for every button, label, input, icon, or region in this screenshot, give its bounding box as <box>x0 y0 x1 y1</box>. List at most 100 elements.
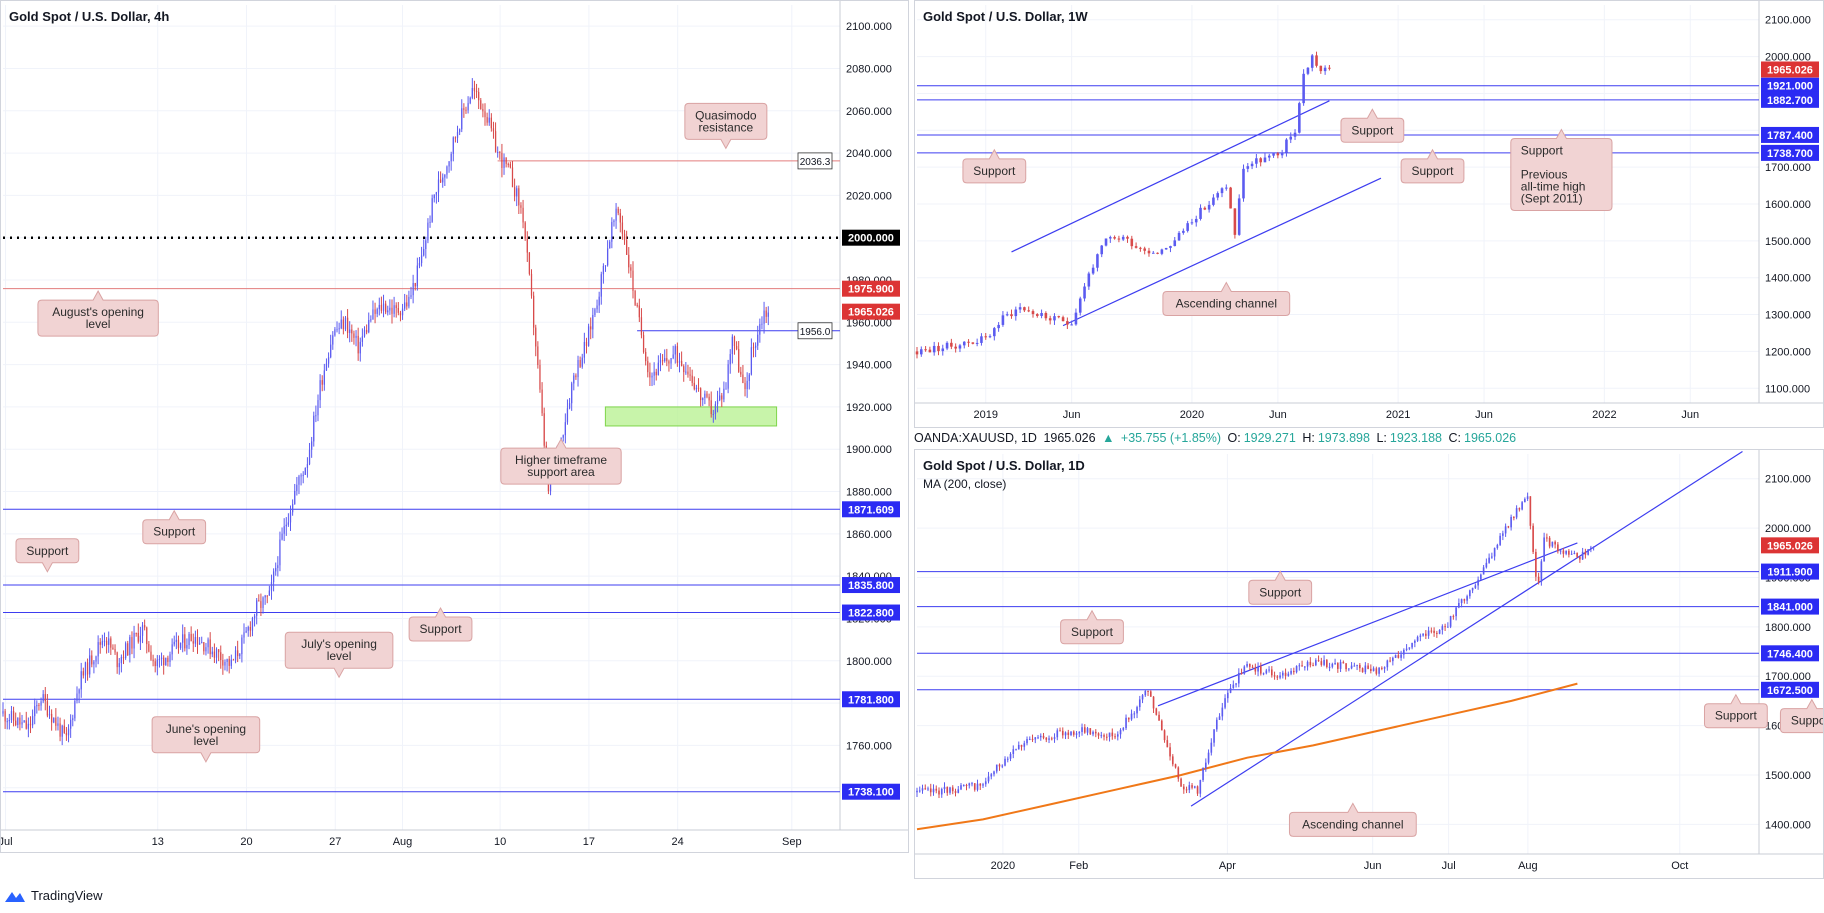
candle-body <box>129 637 131 656</box>
candle-body <box>642 335 645 352</box>
candle-body <box>353 333 355 338</box>
y-tick-label: 1500.000 <box>1765 770 1811 782</box>
price-tag-red <box>1761 61 1819 78</box>
candle-body <box>657 362 659 376</box>
candle-body <box>363 329 366 337</box>
candle-body <box>124 643 127 659</box>
candle-body <box>1237 198 1241 235</box>
candle-body <box>670 358 672 364</box>
candle-body <box>114 649 116 653</box>
candle-body <box>1138 699 1141 708</box>
candle-body <box>1133 713 1136 715</box>
price-tag-black <box>842 229 900 246</box>
candle-body <box>990 774 993 777</box>
candle-body <box>668 361 670 364</box>
candle-body <box>1326 659 1328 668</box>
candle-body <box>442 177 444 183</box>
candle-body <box>1100 735 1103 737</box>
candle-body <box>1408 647 1411 649</box>
candle-body <box>376 309 378 314</box>
candle-body <box>385 303 387 313</box>
candle-body <box>967 341 970 343</box>
ohlc-legend: OANDA:XAUUSD, 1D 1965.026 ▲ +35.755 (+1.… <box>914 431 1814 449</box>
candle-body <box>34 706 36 717</box>
candle-body <box>761 323 763 325</box>
y-tick-label: 1760.000 <box>846 740 892 752</box>
candle-body <box>1083 727 1086 733</box>
candle-body <box>1248 664 1251 667</box>
candle-body <box>651 375 653 378</box>
candle-body <box>1224 698 1226 708</box>
x-tick-label: Oct <box>1671 860 1688 872</box>
chart-panel-daily[interactable]: 1400.0001500.0001600.0001700.0001800.000… <box>914 449 1824 879</box>
candle-body <box>298 476 300 485</box>
candle-body <box>1027 310 1030 312</box>
chart-panel-4h[interactable]: 1740.0001760.0001780.0001800.0001820.000… <box>0 0 909 853</box>
candle-body <box>661 360 664 362</box>
candle-body <box>695 387 698 390</box>
candle-body <box>1444 626 1446 628</box>
candle-body <box>704 393 706 398</box>
candle-body <box>606 248 609 266</box>
candle-body <box>916 790 918 793</box>
candle-body <box>258 600 260 602</box>
candle-body <box>1529 496 1532 526</box>
candle-body <box>101 641 103 645</box>
candle-body <box>1147 690 1149 692</box>
candle-body <box>1452 616 1455 618</box>
candle-body <box>65 733 68 736</box>
candle-body <box>156 659 158 667</box>
candle-body <box>1441 626 1444 630</box>
candle-body <box>600 274 602 297</box>
candle-body <box>928 349 932 353</box>
chart-panel-weekly[interactable]: 1100.000 1200.000 1300.000 1400.000 1500.000… <box>914 0 1824 428</box>
callout-text: Support <box>1351 123 1394 137</box>
candle-body <box>735 346 738 350</box>
candle-body <box>685 371 687 373</box>
candle-body <box>509 163 512 168</box>
candle-body <box>427 222 429 241</box>
tradingview-logo[interactable]: TradingView <box>4 888 103 903</box>
candle-body <box>97 642 99 657</box>
candle-body <box>1255 158 1258 164</box>
price-tag-label: 1965.026 <box>1767 540 1813 552</box>
candle-body <box>17 717 19 726</box>
candle-body <box>927 788 929 790</box>
candle-body <box>150 651 152 660</box>
candle-body <box>1345 663 1347 670</box>
price-tag-blue <box>842 783 900 800</box>
candle-body <box>541 389 543 414</box>
candle-body <box>1177 232 1181 241</box>
candle-body <box>621 222 624 234</box>
candle-body <box>1017 744 1020 750</box>
callout-text: Quasimodo <box>695 108 757 122</box>
candle-body <box>241 637 243 655</box>
candle-body <box>530 273 533 296</box>
candle-body <box>228 658 230 666</box>
candle-body <box>987 776 990 782</box>
candle-body <box>566 408 569 423</box>
candle-body <box>1546 537 1548 539</box>
callout-bubble <box>684 102 768 150</box>
candle-body <box>1298 665 1301 667</box>
candle-body <box>84 662 87 676</box>
candle-body <box>941 348 945 352</box>
y-tick-label: 2060.000 <box>846 106 892 118</box>
callout-label: Support <box>962 148 1027 184</box>
candle-body <box>72 718 74 720</box>
x-tick-label: 20 <box>240 836 252 848</box>
candle-body <box>67 728 70 736</box>
candle-body <box>1292 670 1295 673</box>
candle-body <box>4 711 6 722</box>
candle-body <box>315 415 317 417</box>
candle-body <box>23 720 25 723</box>
x-tick-label: Jun <box>1063 409 1081 421</box>
candle-body <box>505 157 507 164</box>
candle-body <box>1460 599 1463 604</box>
candle-body <box>410 295 412 297</box>
candle-body <box>1220 188 1224 194</box>
candle-body <box>1240 672 1243 674</box>
candle-body <box>697 387 700 389</box>
candle-body <box>190 633 192 642</box>
